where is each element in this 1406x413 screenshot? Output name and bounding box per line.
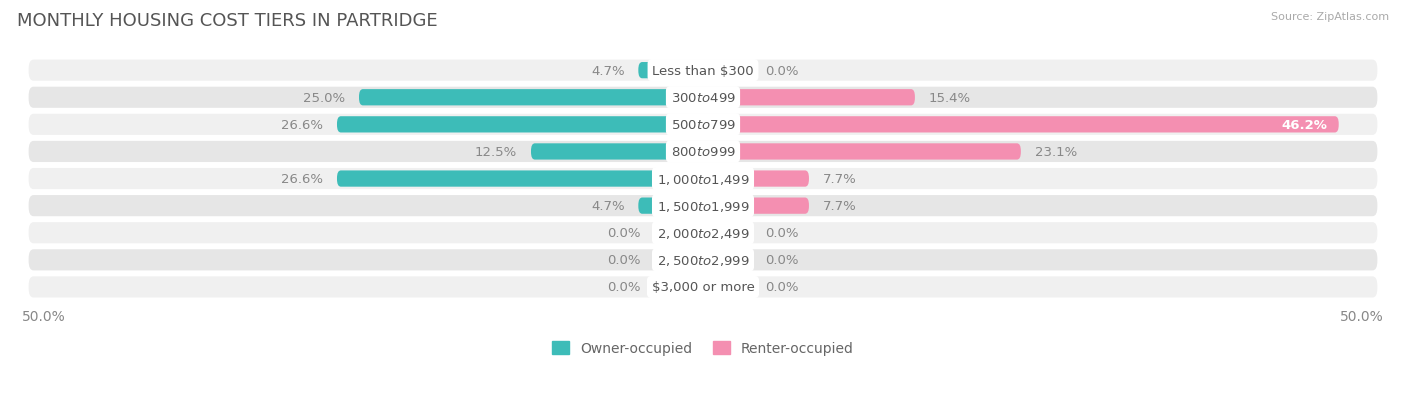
FancyBboxPatch shape — [703, 279, 751, 295]
FancyBboxPatch shape — [531, 144, 703, 160]
Text: MONTHLY HOUSING COST TIERS IN PARTRIDGE: MONTHLY HOUSING COST TIERS IN PARTRIDGE — [17, 12, 437, 30]
Text: $1,500 to $1,999: $1,500 to $1,999 — [657, 199, 749, 213]
Text: 4.7%: 4.7% — [591, 64, 624, 78]
Text: 0.0%: 0.0% — [607, 281, 641, 294]
FancyBboxPatch shape — [28, 250, 1378, 271]
FancyBboxPatch shape — [28, 169, 1378, 190]
Text: 0.0%: 0.0% — [607, 254, 641, 267]
FancyBboxPatch shape — [28, 142, 1378, 163]
FancyBboxPatch shape — [655, 225, 703, 241]
FancyBboxPatch shape — [28, 88, 1378, 109]
FancyBboxPatch shape — [28, 277, 1378, 298]
Text: 50.0%: 50.0% — [1340, 309, 1384, 323]
Text: Less than $300: Less than $300 — [652, 64, 754, 78]
Text: 7.7%: 7.7% — [823, 199, 856, 213]
FancyBboxPatch shape — [638, 198, 703, 214]
Text: $300 to $499: $300 to $499 — [671, 92, 735, 104]
FancyBboxPatch shape — [703, 171, 808, 187]
Text: 7.7%: 7.7% — [823, 173, 856, 185]
Text: $500 to $799: $500 to $799 — [671, 119, 735, 131]
Text: 23.1%: 23.1% — [1035, 146, 1077, 159]
FancyBboxPatch shape — [28, 114, 1378, 135]
Text: 0.0%: 0.0% — [765, 64, 799, 78]
Text: $2,000 to $2,499: $2,000 to $2,499 — [657, 226, 749, 240]
FancyBboxPatch shape — [359, 90, 703, 106]
FancyBboxPatch shape — [655, 279, 703, 295]
Text: 4.7%: 4.7% — [591, 199, 624, 213]
Text: 26.6%: 26.6% — [281, 119, 323, 131]
Text: $1,000 to $1,499: $1,000 to $1,499 — [657, 172, 749, 186]
Text: 26.6%: 26.6% — [281, 173, 323, 185]
FancyBboxPatch shape — [703, 144, 1021, 160]
FancyBboxPatch shape — [703, 225, 751, 241]
Text: 46.2%: 46.2% — [1282, 119, 1327, 131]
FancyBboxPatch shape — [28, 196, 1378, 217]
FancyBboxPatch shape — [703, 63, 751, 79]
FancyBboxPatch shape — [655, 252, 703, 268]
Text: $2,500 to $2,999: $2,500 to $2,999 — [657, 253, 749, 267]
FancyBboxPatch shape — [703, 90, 915, 106]
Text: 15.4%: 15.4% — [929, 92, 970, 104]
FancyBboxPatch shape — [28, 60, 1378, 81]
Legend: Owner-occupied, Renter-occupied: Owner-occupied, Renter-occupied — [547, 336, 859, 361]
Text: $3,000 or more: $3,000 or more — [651, 281, 755, 294]
Text: 25.0%: 25.0% — [304, 92, 346, 104]
Text: $800 to $999: $800 to $999 — [671, 146, 735, 159]
Text: Source: ZipAtlas.com: Source: ZipAtlas.com — [1271, 12, 1389, 22]
Text: 50.0%: 50.0% — [22, 309, 66, 323]
Text: 12.5%: 12.5% — [475, 146, 517, 159]
Text: 0.0%: 0.0% — [765, 254, 799, 267]
FancyBboxPatch shape — [703, 117, 1339, 133]
Text: 0.0%: 0.0% — [765, 227, 799, 240]
FancyBboxPatch shape — [638, 63, 703, 79]
FancyBboxPatch shape — [28, 223, 1378, 244]
FancyBboxPatch shape — [703, 252, 751, 268]
Text: 0.0%: 0.0% — [765, 281, 799, 294]
Text: 0.0%: 0.0% — [607, 227, 641, 240]
FancyBboxPatch shape — [703, 198, 808, 214]
FancyBboxPatch shape — [337, 117, 703, 133]
FancyBboxPatch shape — [337, 171, 703, 187]
